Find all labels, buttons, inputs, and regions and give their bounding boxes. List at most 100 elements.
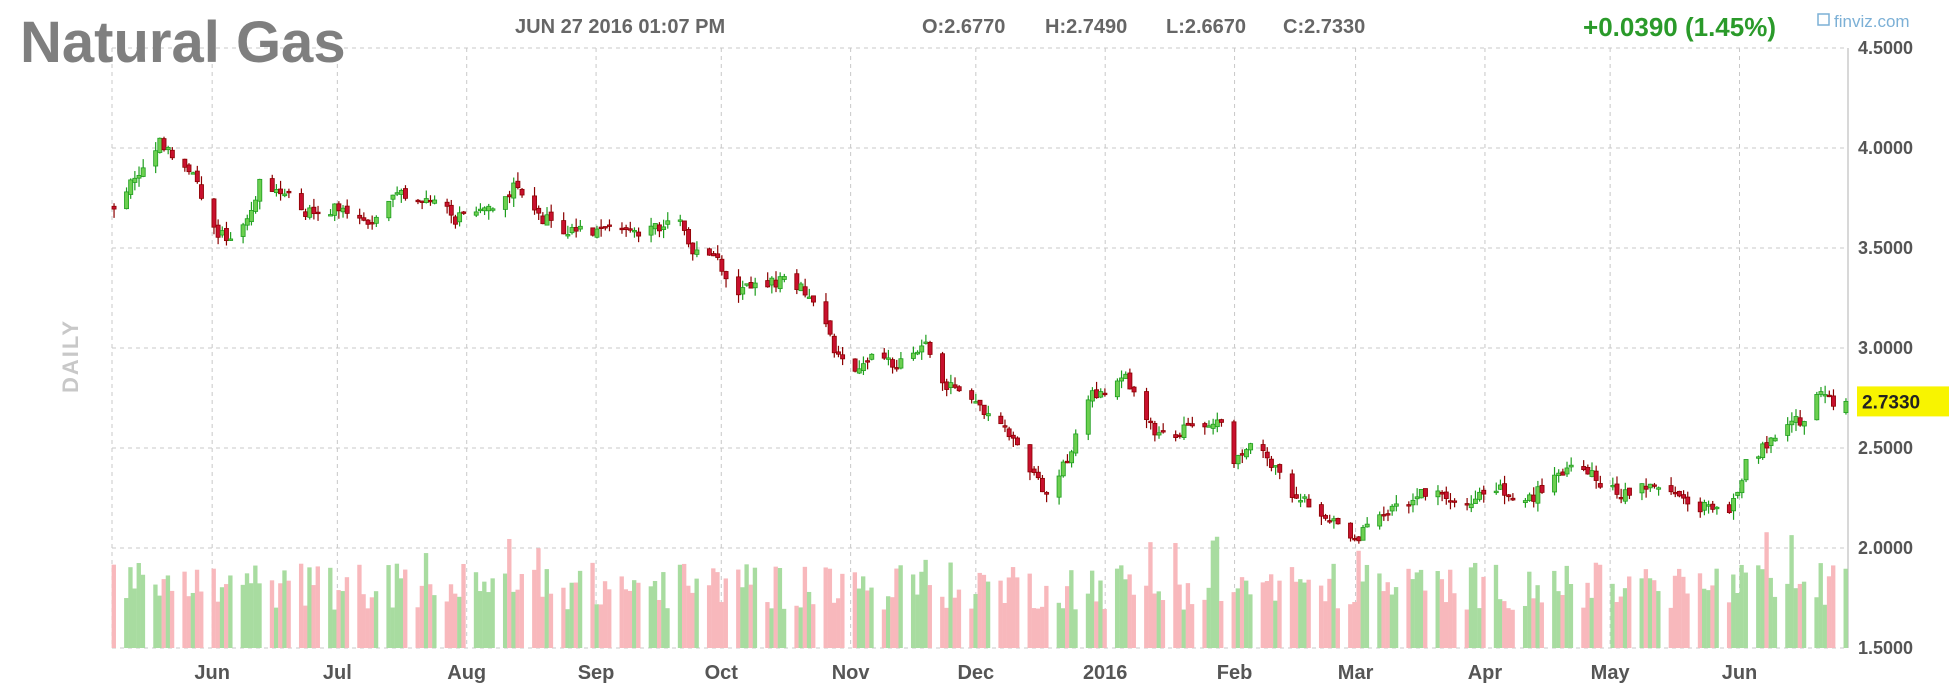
volume-bar: [1119, 565, 1124, 648]
candle-body: [365, 219, 371, 225]
candle: [228, 232, 234, 241]
candle: [1581, 460, 1587, 472]
candle-body: [1793, 416, 1799, 423]
candle: [1597, 475, 1603, 489]
candle: [1244, 447, 1249, 460]
volume-bar: [1710, 585, 1715, 648]
candle: [1814, 391, 1820, 421]
candle: [1044, 491, 1050, 503]
volume-bar: [169, 590, 175, 648]
volume-bar: [1714, 568, 1719, 648]
candle-body: [919, 345, 925, 353]
last-price-label: 2.7330: [1862, 392, 1920, 413]
candle: [1535, 480, 1541, 512]
candle-body: [1360, 527, 1366, 541]
candle: [536, 205, 542, 220]
candle: [1756, 455, 1761, 464]
candle: [1743, 459, 1749, 483]
candle: [694, 241, 700, 258]
candle: [573, 218, 579, 238]
candle: [590, 227, 596, 237]
volume-bar: [827, 568, 833, 648]
candle-body: [677, 219, 683, 222]
volume-bar: [186, 596, 191, 648]
candle: [940, 351, 945, 391]
candle-body: [661, 226, 667, 230]
volume-bar: [769, 608, 774, 648]
candle-body: [1181, 424, 1187, 438]
x-tick-label: Feb: [1217, 662, 1253, 684]
candle: [794, 269, 800, 295]
volume-bar: [856, 588, 862, 648]
candle-body: [1610, 484, 1616, 488]
candle-body: [452, 216, 458, 225]
candle-body: [1556, 472, 1562, 477]
candle: [636, 227, 642, 243]
candle: [1568, 457, 1574, 472]
candle-body: [1389, 505, 1395, 512]
candle-body: [1235, 455, 1241, 465]
volume-bar: [1581, 607, 1586, 648]
candle: [1627, 487, 1632, 500]
candle: [1015, 436, 1020, 446]
candle-body: [340, 207, 346, 213]
candle: [540, 212, 546, 225]
candle: [1843, 398, 1849, 415]
candle-body: [915, 351, 920, 355]
candle-body: [1064, 460, 1070, 464]
candle-body: [307, 207, 313, 218]
candle-body: [1618, 496, 1624, 500]
candle-body: [1552, 474, 1557, 493]
candle: [1468, 495, 1474, 513]
volume-bar: [744, 564, 749, 648]
candle-body: [257, 178, 263, 202]
candle-body: [1239, 453, 1245, 456]
y-tick-label: 4.5000: [1858, 38, 1913, 58]
candle-body: [1015, 437, 1020, 446]
candle-body: [1785, 424, 1791, 436]
candle: [648, 217, 654, 243]
candle: [1289, 469, 1295, 503]
candle: [169, 147, 175, 160]
candle: [473, 206, 479, 218]
candle: [1231, 419, 1237, 468]
volume-bar: [286, 580, 291, 648]
candle-body: [1306, 498, 1312, 508]
volume-bar: [423, 553, 429, 648]
brand-logo[interactable]: finviz.com: [1817, 12, 1910, 31]
candle-body: [1335, 517, 1341, 525]
candle: [1210, 418, 1216, 435]
volume-bar: [823, 567, 828, 648]
volume-bar: [1377, 573, 1382, 648]
candle: [1102, 388, 1108, 397]
volume-bar: [1406, 568, 1411, 648]
volume-bar: [1643, 569, 1649, 648]
candle: [1726, 501, 1732, 514]
candle-body: [182, 158, 188, 168]
candle: [1318, 502, 1324, 526]
candle-body: [398, 190, 404, 195]
candle: [1331, 515, 1337, 529]
volume-bar: [1464, 609, 1470, 648]
candle: [1069, 449, 1075, 468]
candle-body: [473, 211, 479, 216]
candle: [1040, 474, 1045, 493]
candle-body: [111, 205, 117, 210]
volume-bar: [369, 597, 375, 648]
volume-bar: [1672, 575, 1678, 648]
volume-bar: [1214, 536, 1220, 648]
candle-body: [390, 194, 396, 200]
candle: [1676, 490, 1682, 498]
volume-bar: [328, 567, 333, 648]
volume-bar: [1560, 595, 1565, 648]
candle: [477, 203, 483, 214]
candle-body: [1144, 391, 1149, 421]
candle: [457, 206, 463, 227]
candle-body: [128, 179, 134, 195]
candle-body: [502, 196, 508, 210]
candle: [224, 221, 229, 246]
volume-bar: [1793, 588, 1798, 648]
volume-bar: [165, 575, 171, 648]
candle-body: [1739, 480, 1745, 494]
candle: [1714, 506, 1720, 515]
